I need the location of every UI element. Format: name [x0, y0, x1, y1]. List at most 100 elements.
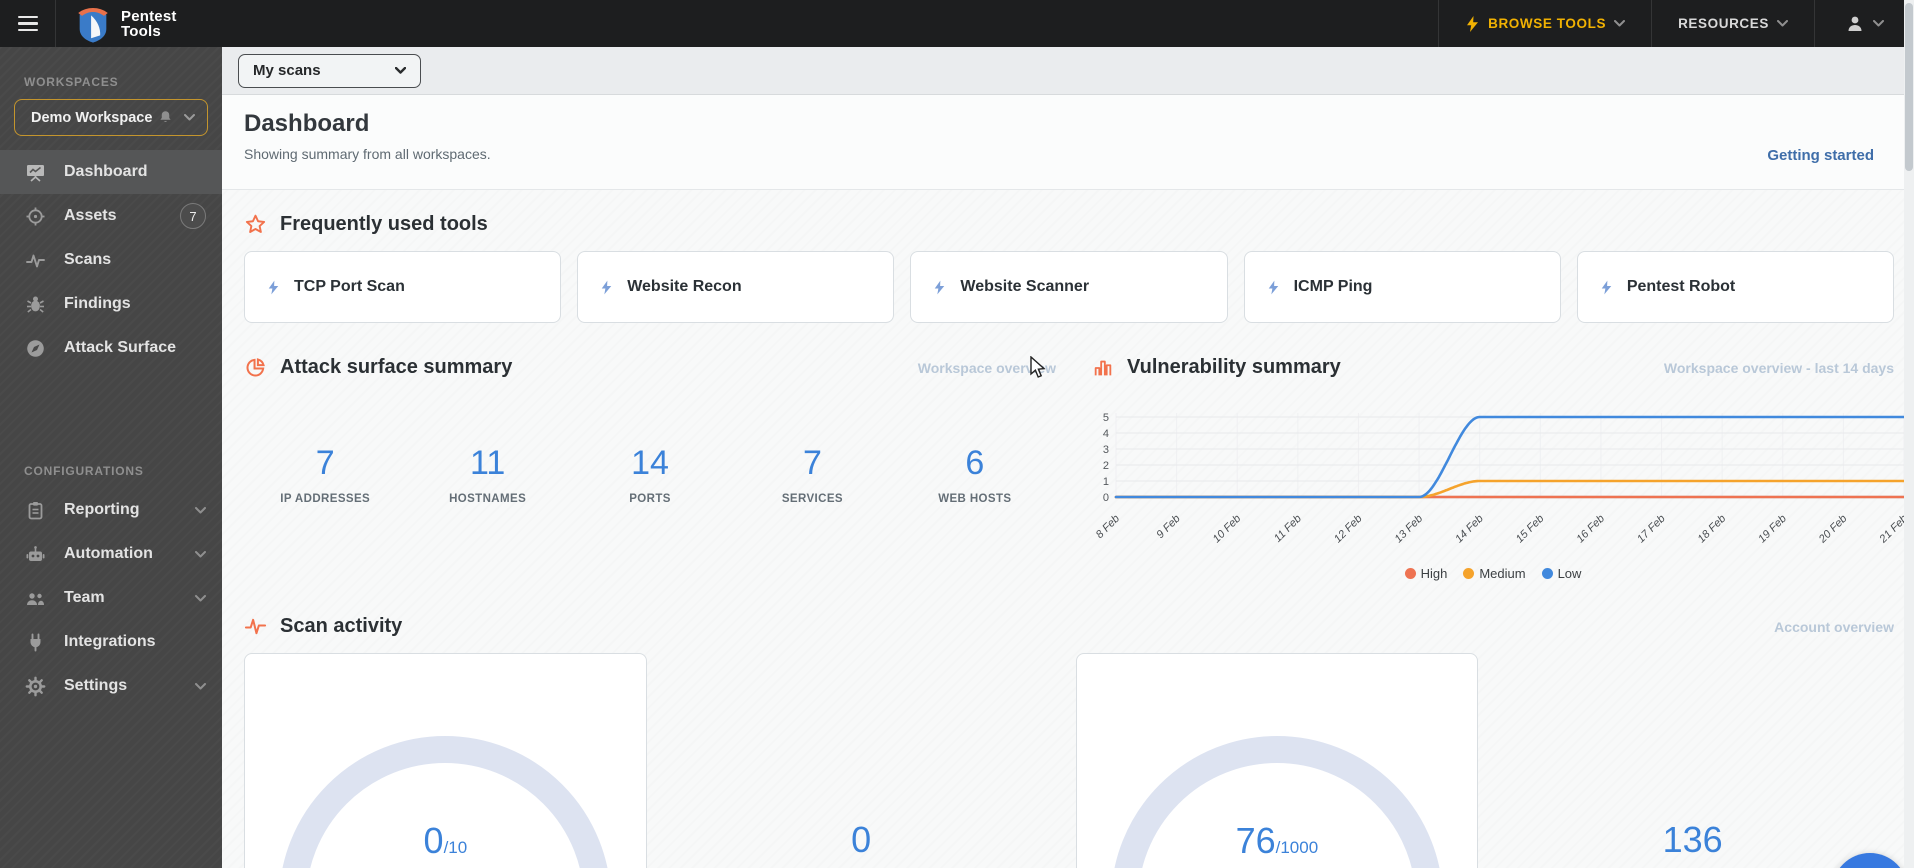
scan-scope-select[interactable]: My scans	[238, 53, 421, 88]
plug-icon	[24, 631, 46, 653]
lightning-icon	[1601, 280, 1612, 294]
legend-item-low: Low	[1541, 566, 1581, 581]
sidebar-item-dashboard[interactable]: Dashboard	[0, 150, 222, 194]
account-overview-link[interactable]: Account overview	[1774, 618, 1894, 635]
workspace-selector[interactable]: Demo Workspace	[14, 99, 208, 136]
workspace-overview-link[interactable]: Workspace overview	[917, 359, 1056, 376]
vulnerability-summary-section: Vulnerability summary Workspace overview…	[1092, 356, 1910, 581]
topbar: Pentest Tools BROWSE TOOLS RESOURCES	[0, 0, 1914, 47]
scrollbar-thumb[interactable]	[1905, 3, 1913, 171]
stat-value: 7	[315, 444, 335, 482]
sidebar-item-automation[interactable]: Automation	[0, 532, 222, 576]
page-subtitle: Showing summary from all workspaces.	[244, 146, 491, 162]
sidebar-item-scans[interactable]: Scans	[0, 238, 222, 282]
tool-card-label: Website Recon	[627, 278, 742, 295]
chevron-down-icon	[184, 114, 195, 121]
browse-tools-menu[interactable]: BROWSE TOOLS	[1438, 0, 1651, 47]
sidebar-item-label: Reporting	[64, 501, 140, 518]
clipboard-icon	[24, 499, 46, 521]
page-header: Dashboard Showing summary from all works…	[222, 95, 1914, 190]
lightning-icon	[268, 280, 279, 294]
workspace-overview-14d-link[interactable]: Workspace overview - last 14 days	[1663, 359, 1894, 376]
chevron-down-icon	[395, 67, 406, 74]
resources-menu[interactable]: RESOURCES	[1651, 0, 1814, 47]
star-icon	[245, 214, 266, 233]
svg-text:0: 0	[1103, 492, 1109, 504]
sidebar-item-label: Automation	[64, 545, 153, 562]
lightning-icon	[935, 280, 945, 294]
svg-text:19 Feb: 19 Feb	[1756, 513, 1789, 546]
sidebar: WORKSPACES Demo Workspace Dashboard	[0, 47, 222, 868]
tool-card-pentest-robot[interactable]: Pentest Robot	[1576, 251, 1895, 323]
sidebar-item-reporting[interactable]: Reporting	[0, 488, 222, 532]
stat-ip-addresses: 7 IP ADDRESSES	[244, 445, 406, 505]
sidebar-item-label: Integrations	[64, 633, 156, 650]
sidebar-item-settings[interactable]: Settings	[0, 664, 222, 708]
stat-label: PORTS	[629, 493, 671, 505]
gauge-number: 0	[851, 819, 872, 860]
user-icon	[1848, 16, 1862, 31]
svg-text:8 Feb: 8 Feb	[1094, 513, 1122, 541]
sidebar-item-integrations[interactable]: Integrations	[0, 620, 222, 664]
sidebar-item-assets[interactable]: Assets 7	[0, 194, 222, 238]
chevron-down-icon	[1614, 20, 1626, 27]
legend-dot	[1404, 568, 1416, 579]
scan-activity-card-1: 0/10	[244, 653, 647, 868]
stat-hostnames: 11 HOSTNAMES	[406, 445, 568, 505]
page-title: Dashboard	[244, 110, 370, 137]
svg-text:3: 3	[1103, 444, 1109, 456]
svg-text:11 Feb: 11 Feb	[1272, 513, 1304, 545]
stat-value: 6	[965, 444, 985, 482]
bell-icon	[160, 111, 171, 123]
svg-text:16 Feb: 16 Feb	[1574, 513, 1607, 546]
sidebar-item-label: Attack Surface	[64, 339, 177, 356]
sidebar-item-attack-surface[interactable]: Attack Surface	[0, 326, 222, 370]
tool-card-icmp-ping[interactable]: ICMP Ping	[1243, 251, 1561, 323]
stat-web-hosts: 6 WEB HOSTS	[894, 445, 1056, 505]
page-scrollbar[interactable]	[1904, 0, 1914, 868]
shield-logo-icon	[78, 7, 108, 43]
gear-icon	[24, 675, 46, 697]
tool-card-label: TCP Port Scan	[294, 278, 405, 295]
lightning-icon	[601, 280, 612, 294]
browse-tools-label: BROWSE TOOLS	[1488, 16, 1607, 31]
frequently-used-tools-section: Frequently used tools TCP Port Scan Webs…	[244, 213, 1895, 323]
scan-activity-section: Scan activity Account overview 0/10 0	[244, 615, 1894, 868]
resources-label: RESOURCES	[1678, 16, 1769, 31]
tool-card-label: Website Scanner	[960, 278, 1090, 295]
scope-toolbar: My scans	[222, 47, 1914, 95]
gauge-number: 136	[1662, 819, 1723, 860]
sidebar-item-label: Team	[64, 589, 105, 606]
scan-activity-title: Scan activity	[280, 615, 403, 637]
tool-card-website-recon[interactable]: Website Recon	[577, 251, 895, 323]
chart-legend: High Medium Low	[1092, 566, 1894, 581]
stat-label: SERVICES	[781, 493, 843, 505]
tool-card-tcp-port-scan[interactable]: TCP Port Scan	[244, 251, 562, 323]
svg-text:17 Feb: 17 Feb	[1635, 513, 1668, 546]
sidebar-item-findings[interactable]: Findings	[0, 282, 222, 326]
gauge-suffix: /10	[443, 838, 468, 857]
sidebar-item-team[interactable]: Team	[0, 576, 222, 620]
svg-text:2: 2	[1103, 460, 1109, 472]
app-logo[interactable]: Pentest Tools	[56, 4, 195, 44]
svg-text:9 Feb: 9 Feb	[1154, 513, 1182, 541]
stat-label: HOSTNAMES	[449, 493, 527, 505]
configurations-nav: Reporting Automation	[0, 488, 222, 708]
svg-text:13 Feb: 13 Feb	[1392, 513, 1425, 546]
primary-nav: Dashboard Assets 7	[0, 150, 222, 370]
legend-item-medium: Medium	[1463, 566, 1526, 581]
account-menu[interactable]	[1814, 0, 1914, 47]
svg-text:5: 5	[1103, 412, 1109, 424]
scan-activity-cards: 0/10 0 76/1000 136	[244, 653, 1894, 868]
gauge-value: 76/1000	[1077, 820, 1478, 862]
getting-started-link[interactable]: Getting started	[1767, 147, 1874, 164]
tool-card-label: ICMP Ping	[1293, 278, 1373, 295]
scan-activity-card-4: 136	[1491, 653, 1894, 868]
sidebar-item-label: Assets	[64, 207, 117, 224]
chevron-down-icon	[1777, 20, 1788, 27]
tool-card-website-scanner[interactable]: Website Scanner	[910, 251, 1228, 323]
scan-activity-card-2: 0	[660, 653, 1063, 868]
scan-activity-card-3: 76/1000	[1075, 653, 1479, 868]
hamburger-menu-button[interactable]	[0, 0, 56, 47]
attack-surface-summary-section: Attack surface summary Workspace overvie…	[244, 356, 1056, 581]
